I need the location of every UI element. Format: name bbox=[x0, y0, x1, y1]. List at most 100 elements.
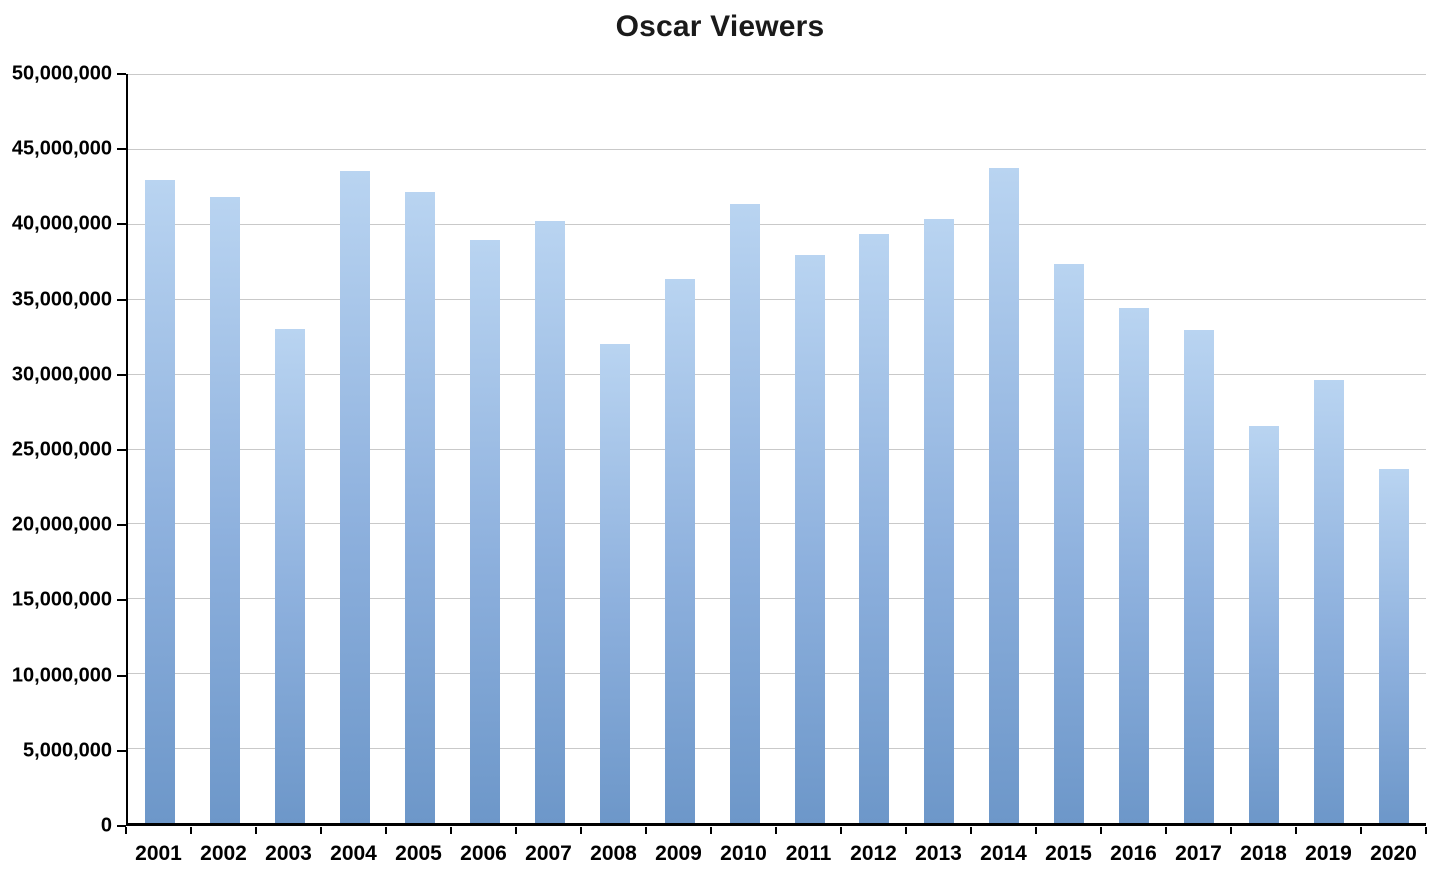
bar-2003 bbox=[275, 328, 306, 823]
y-tick-label: 45,000,000 bbox=[11, 137, 112, 160]
x-tick-label: 2010 bbox=[720, 842, 767, 865]
x-tick-label: 2018 bbox=[1240, 842, 1287, 865]
bar-slot bbox=[777, 74, 842, 823]
bar-2011 bbox=[794, 255, 825, 823]
bar-slot bbox=[972, 74, 1037, 823]
x-tick-mark bbox=[1425, 827, 1427, 834]
y-tick-label: 40,000,000 bbox=[11, 212, 112, 235]
bar-slot bbox=[388, 74, 453, 823]
x-tick-label: 2008 bbox=[590, 842, 637, 865]
y-tick-label: 25,000,000 bbox=[11, 438, 112, 461]
x-tick-mark bbox=[840, 827, 842, 834]
bar-2020 bbox=[1378, 469, 1409, 823]
y-tick-label: 50,000,000 bbox=[11, 62, 112, 85]
bar-2018 bbox=[1248, 426, 1279, 823]
x-tick-mark bbox=[775, 827, 777, 834]
x-tick-mark bbox=[1295, 827, 1297, 834]
bar-slot bbox=[1037, 74, 1102, 823]
gridline bbox=[128, 673, 1426, 675]
x-tick-label: 2007 bbox=[525, 842, 572, 865]
x-tick-label: 2003 bbox=[265, 842, 312, 865]
x-tick-label: 2012 bbox=[850, 842, 897, 865]
x-tick-label: 2002 bbox=[200, 842, 247, 865]
gridline bbox=[128, 523, 1426, 525]
bar-slot bbox=[1167, 74, 1232, 823]
bar-2009 bbox=[664, 279, 695, 823]
y-tick-mark bbox=[117, 223, 126, 226]
bar-2004 bbox=[340, 171, 371, 823]
y-tick-mark bbox=[117, 148, 126, 151]
bar-2002 bbox=[210, 196, 241, 823]
bar-slot bbox=[582, 74, 647, 823]
x-tick-mark bbox=[710, 827, 712, 834]
bar-2007 bbox=[534, 220, 565, 823]
x-tick-mark bbox=[125, 827, 127, 834]
bar-slot bbox=[193, 74, 258, 823]
bar-slot bbox=[323, 74, 388, 823]
x-axis-labels: 2001 2002 2003 2004 2005 2006 2007 2008 2009 2010… bbox=[126, 842, 1426, 866]
y-tick-label: 35,000,000 bbox=[11, 288, 112, 311]
bar-2015 bbox=[1054, 264, 1085, 823]
x-tick-label: 2015 bbox=[1045, 842, 1092, 865]
bar-2010 bbox=[729, 204, 760, 823]
plot-area bbox=[126, 74, 1426, 826]
y-axis-ticks bbox=[117, 73, 126, 827]
bar-slot bbox=[128, 74, 193, 823]
bar-2005 bbox=[405, 192, 436, 823]
x-tick-label: 2016 bbox=[1110, 842, 1157, 865]
bar-slot bbox=[1231, 74, 1296, 823]
bar-2014 bbox=[989, 168, 1020, 823]
y-tick-mark bbox=[117, 449, 126, 451]
chart-title: Oscar Viewers bbox=[615, 10, 825, 43]
bar-2019 bbox=[1313, 379, 1344, 823]
y-tick-mark bbox=[117, 674, 126, 677]
bar-slot bbox=[453, 74, 518, 823]
gridline bbox=[128, 448, 1426, 450]
gridline bbox=[128, 74, 1426, 75]
x-tick-mark bbox=[1035, 827, 1037, 834]
bar-2001 bbox=[145, 180, 176, 823]
gridline bbox=[128, 373, 1426, 375]
bar-2016 bbox=[1119, 307, 1150, 823]
x-tick-label: 2020 bbox=[1370, 842, 1417, 865]
x-tick-label: 2013 bbox=[915, 842, 962, 865]
gridline bbox=[128, 298, 1426, 300]
y-tick-label: 30,000,000 bbox=[11, 363, 112, 386]
bar-2013 bbox=[924, 219, 955, 823]
x-tick-mark bbox=[320, 827, 322, 834]
y-tick-mark bbox=[117, 373, 126, 376]
bar-2017 bbox=[1183, 330, 1214, 823]
y-tick-mark bbox=[117, 73, 126, 75]
bar-2006 bbox=[469, 240, 500, 823]
y-tick-mark bbox=[117, 749, 126, 752]
x-tick-mark bbox=[1165, 827, 1167, 834]
gridline bbox=[128, 598, 1426, 600]
bar-slot bbox=[1361, 74, 1426, 823]
x-tick-label: 2017 bbox=[1175, 842, 1222, 865]
x-tick-label: 2014 bbox=[980, 842, 1027, 865]
y-axis-labels: 0 5,000,000 10,000,000 15,000,000 20,000,000… bbox=[0, 63, 112, 837]
x-tick-mark bbox=[580, 827, 582, 834]
y-tick-label: 15,000,000 bbox=[11, 588, 112, 611]
x-tick-mark bbox=[1360, 827, 1362, 834]
gridline bbox=[128, 148, 1426, 150]
x-tick-label: 2005 bbox=[395, 842, 442, 865]
bar-slot bbox=[1296, 74, 1361, 823]
x-tick-label: 2019 bbox=[1305, 842, 1352, 865]
bar-slot bbox=[712, 74, 777, 823]
y-tick-label: 0 bbox=[100, 814, 112, 837]
y-tick-mark bbox=[117, 298, 126, 301]
x-tick-label: 2009 bbox=[655, 842, 702, 865]
x-tick-mark bbox=[1230, 827, 1232, 834]
x-tick-mark bbox=[1100, 827, 1102, 834]
bar-slot bbox=[842, 74, 907, 823]
bar-2012 bbox=[859, 234, 890, 823]
y-tick-mark bbox=[117, 825, 126, 827]
bar-slot bbox=[907, 74, 972, 823]
y-tick-mark bbox=[117, 524, 126, 527]
y-tick-mark bbox=[117, 599, 126, 602]
bar-slot bbox=[1102, 74, 1167, 823]
x-axis-ticks bbox=[125, 827, 1427, 834]
gridlines bbox=[128, 74, 1426, 823]
